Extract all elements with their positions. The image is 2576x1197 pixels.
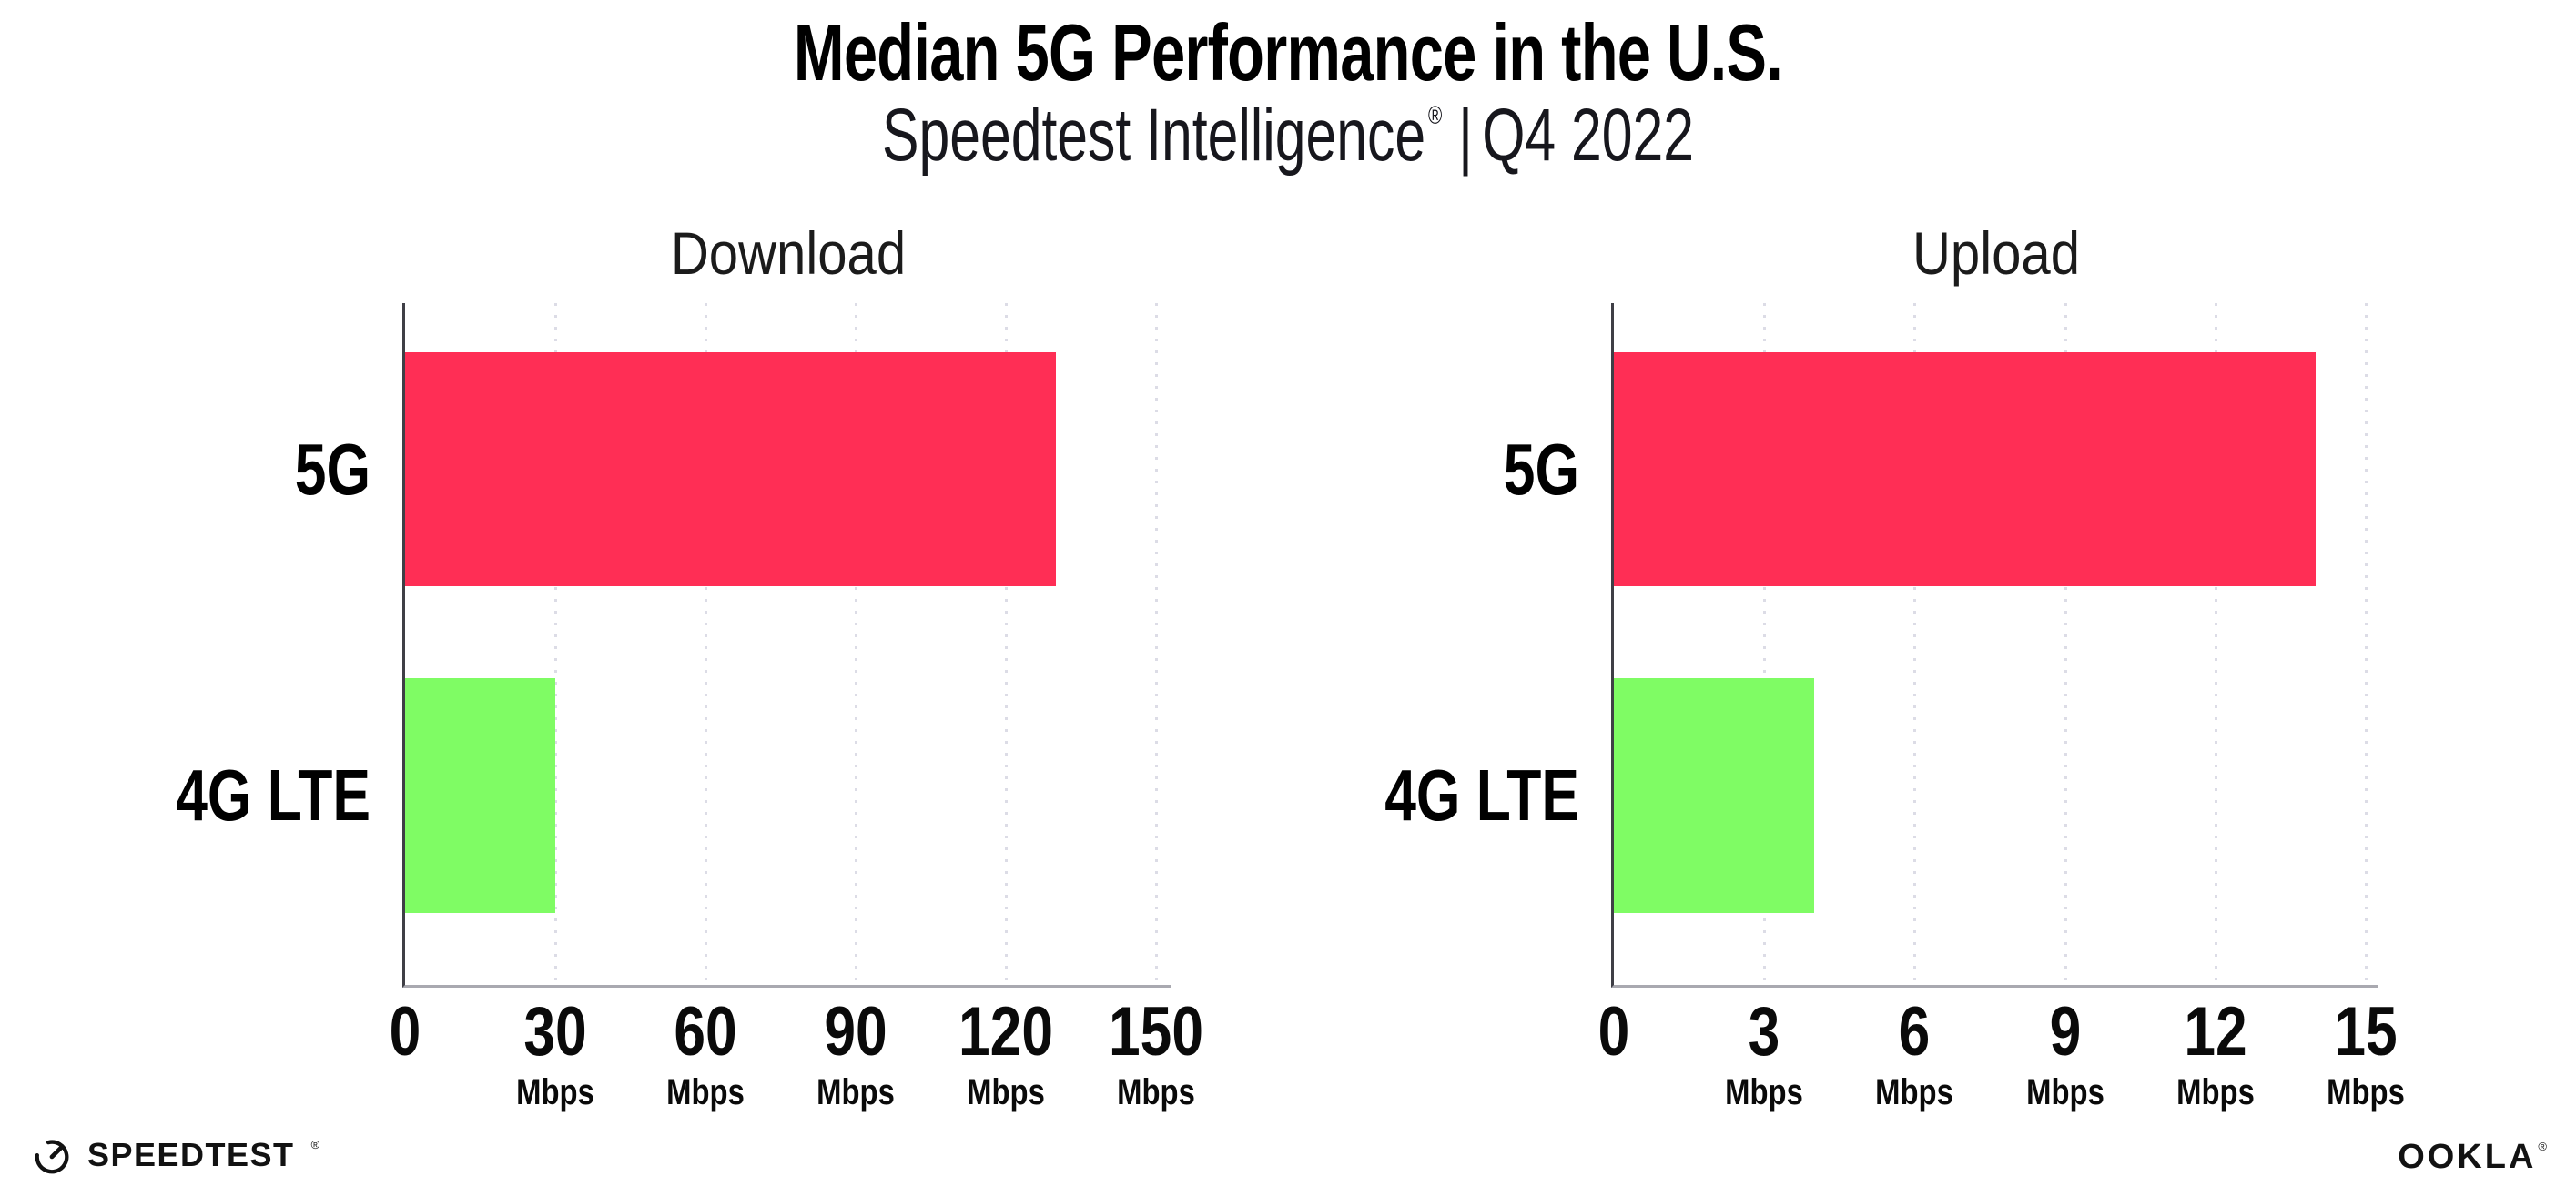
download-bar-5g bbox=[405, 352, 1057, 586]
gridline bbox=[1155, 303, 1159, 985]
download-category-label-4g-lte: 4G LTE bbox=[176, 755, 370, 836]
download-category-label-5g: 5G bbox=[294, 429, 370, 510]
tick-number: 30 bbox=[523, 993, 587, 1070]
tick-number: 12 bbox=[2184, 993, 2247, 1070]
upload-x-tick-3: 3 Mbps bbox=[1675, 998, 1854, 1111]
tick-unit: Mbps bbox=[2176, 1072, 2255, 1112]
gridline bbox=[1005, 303, 1009, 985]
tick-number: 90 bbox=[824, 993, 887, 1070]
tick-unit: Mbps bbox=[816, 1072, 896, 1112]
tick-number: 3 bbox=[1748, 993, 1780, 1070]
ookla-registered-mark: ® bbox=[2538, 1139, 2547, 1153]
tick-number: 150 bbox=[1109, 993, 1204, 1070]
speedtest-logo: SPEEDTEST ® bbox=[31, 1134, 319, 1176]
tick-unit: Mbps bbox=[1117, 1072, 1196, 1112]
download-bar-4g-lte bbox=[405, 678, 556, 913]
upload-category-label-5g: 5G bbox=[1503, 429, 1579, 510]
download-x-tick-120: 120 Mbps bbox=[917, 998, 1096, 1111]
subtitle-period: Q4 2022 bbox=[1482, 94, 1695, 177]
download-x-tick-150: 150 Mbps bbox=[1067, 998, 1246, 1111]
speedtest-registered-mark: ® bbox=[310, 1137, 320, 1151]
gridline bbox=[2064, 303, 2067, 985]
tick-number: 120 bbox=[958, 993, 1054, 1070]
gridline bbox=[2365, 303, 2368, 985]
tick-unit: Mbps bbox=[516, 1072, 594, 1112]
upload-panel-title: Upload bbox=[1912, 219, 2081, 287]
gridline bbox=[554, 303, 558, 985]
ookla-wordmark: OOKLA bbox=[2398, 1138, 2537, 1176]
upload-x-tick-9: 9 Mbps bbox=[1975, 998, 2155, 1111]
tick-number: 0 bbox=[1597, 993, 1630, 1070]
upload-x-tick-15: 15 Mbps bbox=[2277, 998, 2456, 1111]
upload-x-tick-6: 6 Mbps bbox=[1825, 998, 2004, 1111]
upload-gridlines-layer bbox=[1614, 303, 2378, 985]
download-panel-title: Download bbox=[670, 219, 907, 287]
download-x-tick-60: 60 Mbps bbox=[616, 998, 796, 1111]
subtitle-brand: Speedtest Intelligence bbox=[881, 94, 1426, 177]
download-x-tick-90: 90 Mbps bbox=[766, 998, 946, 1111]
gridline bbox=[1913, 303, 1917, 985]
speedtest-gauge-icon bbox=[35, 1140, 69, 1174]
ookla-logo: OOKLA ® bbox=[2398, 1138, 2547, 1176]
upload-x-tick-12: 12 Mbps bbox=[2126, 998, 2306, 1111]
tick-unit: Mbps bbox=[1875, 1072, 1954, 1112]
tick-number: 0 bbox=[389, 993, 421, 1070]
tick-unit: Mbps bbox=[666, 1072, 745, 1112]
page-title: Median 5G Performance in the U.S. bbox=[793, 7, 1783, 97]
download-chart: Download 5G 4G LTE 0 30 Mbps 60 Mbps 90 … bbox=[176, 223, 1203, 1111]
tick-unit: Mbps bbox=[1725, 1072, 1804, 1112]
upload-x-tick-0: 0 bbox=[1525, 998, 1704, 1067]
upload-bar-5g bbox=[1614, 352, 2317, 586]
upload-chart: Upload 5G 4G LTE 0 3 Mbps 6 Mbps 9 Mbps … bbox=[1384, 223, 2405, 1111]
download-gridlines-layer bbox=[405, 303, 1171, 985]
tick-unit: Mbps bbox=[2327, 1072, 2406, 1112]
tick-unit: Mbps bbox=[2025, 1072, 2104, 1112]
tick-number: 6 bbox=[1899, 993, 1931, 1070]
speedtest-wordmark: SPEEDTEST bbox=[87, 1136, 295, 1173]
subtitle-divider: | bbox=[1458, 94, 1473, 177]
tick-number: 9 bbox=[2049, 993, 2082, 1070]
gridline bbox=[705, 303, 708, 985]
gridline bbox=[1763, 303, 1767, 985]
gridline bbox=[2214, 303, 2217, 985]
download-x-tick-0: 0 bbox=[316, 998, 495, 1067]
upload-bar-4g-lte bbox=[1614, 678, 1815, 913]
upload-category-label-4g-lte: 4G LTE bbox=[1384, 755, 1579, 836]
tick-unit: Mbps bbox=[967, 1072, 1046, 1112]
page-subtitle: Speedtest Intelligence ® | Q4 2022 bbox=[335, 94, 2241, 177]
gridline bbox=[855, 303, 858, 985]
registered-trademark-icon: ® bbox=[1428, 101, 1443, 129]
tick-number: 15 bbox=[2334, 993, 2398, 1070]
tick-number: 60 bbox=[674, 993, 737, 1070]
download-x-tick-30: 30 Mbps bbox=[466, 998, 645, 1111]
